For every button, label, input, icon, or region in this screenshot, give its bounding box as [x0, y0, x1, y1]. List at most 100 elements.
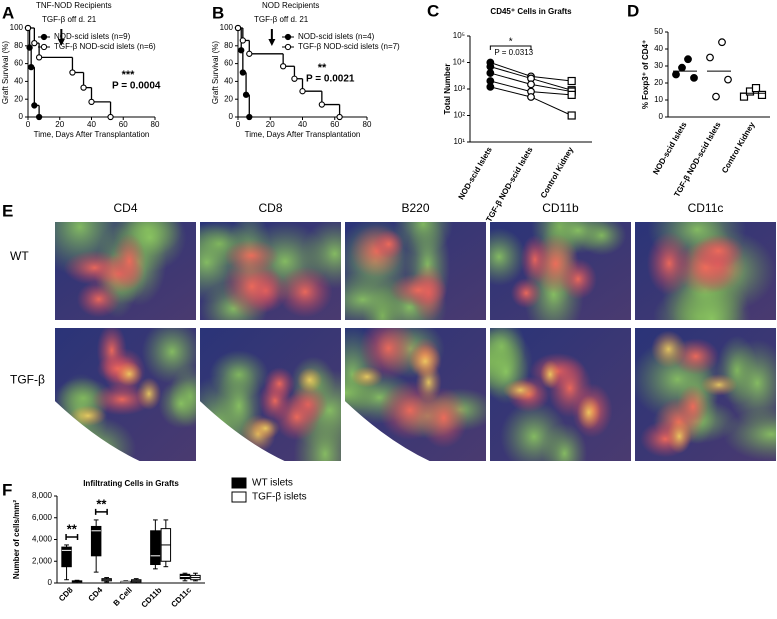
islet-yellow: [297, 367, 323, 393]
marker: [690, 73, 698, 82]
column-label: CD4: [113, 201, 137, 215]
x-tick-label: TGF-β NOD-scid Islets: [484, 145, 535, 223]
marker: [239, 37, 246, 44]
marker: [712, 92, 720, 101]
marker: [757, 90, 767, 100]
y-tick-label: 10⁵: [453, 31, 465, 40]
p-value: P = 0.0021: [306, 74, 355, 85]
legend-label: WT islets: [252, 478, 293, 489]
marker: [107, 113, 114, 121]
y-tick-label: 10¹: [453, 137, 465, 146]
x-tick-label: 20: [266, 120, 275, 129]
micrograph: [200, 222, 341, 320]
marker: [239, 69, 246, 76]
chart-title: TNF-NOD Recipients: [36, 1, 112, 10]
background-corner: [200, 401, 285, 461]
y-tick-label: 80: [14, 41, 23, 50]
islet-red: [112, 233, 147, 290]
marker: [751, 83, 761, 93]
panel-label: E: [2, 201, 13, 220]
x-tick-label: Control Kidney: [720, 120, 757, 175]
annotation: TGF-β off d. 21: [254, 15, 309, 24]
micrograph: [345, 222, 486, 320]
x-tick-label: CD11c: [169, 585, 193, 609]
y-axis-label: % Foxp3⁺ of CD4⁺: [641, 40, 650, 109]
micrograph: [200, 328, 341, 461]
marker: [567, 76, 576, 86]
y-axis-label: Graft Survival (%): [1, 41, 10, 104]
column-label: B220: [401, 201, 429, 215]
y-axis-label: Total Number: [443, 64, 452, 115]
islet-yellow: [115, 361, 143, 387]
marker: [24, 24, 32, 32]
marker: [567, 111, 576, 120]
islet-red: [419, 387, 468, 449]
y-tick-label: 60: [224, 59, 233, 68]
x-tick-label: 40: [87, 120, 96, 129]
tissue-green: [141, 328, 196, 385]
islet-red: [263, 367, 295, 401]
islet-red: [273, 393, 321, 441]
p-value: P = 0.0313: [494, 48, 533, 57]
significance: **: [96, 496, 107, 511]
x-axis-label: Time, Days After Transplantation: [34, 130, 150, 139]
annotation: TGF-β off d. 21: [42, 15, 97, 24]
significance-bracket: [489, 45, 532, 50]
y-tick-label: 100: [10, 23, 24, 32]
tissue-green: [725, 339, 776, 427]
legend-marker: [40, 33, 48, 41]
marker: [246, 113, 253, 121]
significance: **: [67, 521, 78, 536]
y-tick-label: 60: [14, 59, 23, 68]
x-tick-label: 40: [298, 120, 307, 129]
marker: [88, 98, 95, 106]
islet-red: [277, 266, 333, 318]
legend-marker: [40, 43, 48, 51]
marker: [486, 62, 495, 71]
legend-label: TGF-β islets: [252, 492, 307, 503]
micrograph: [635, 328, 776, 461]
marker: [527, 93, 535, 101]
marker: [724, 75, 732, 84]
y-axis-label: Number of cells/mm²: [12, 500, 21, 579]
tissue-green: [158, 378, 196, 429]
x-axis-label: Time, Days After Transplantation: [245, 130, 361, 139]
islet-yellow: [136, 377, 162, 411]
micrograph: [635, 222, 776, 320]
marker: [35, 113, 43, 121]
islet-red: [646, 231, 692, 296]
y-tick-label: 0: [48, 578, 53, 587]
legend-label: NOD-scid islets (n=9): [54, 32, 131, 41]
column-label: CD8: [258, 201, 282, 215]
y-axis-label: Graft Survival (%): [211, 41, 220, 104]
marker: [246, 50, 253, 57]
y-tick-label: 4,000: [32, 535, 53, 544]
marker: [234, 24, 242, 32]
annotation-arrowhead: [268, 39, 276, 46]
x-tick-label: CD11b: [140, 585, 164, 609]
islet-red: [531, 233, 580, 295]
y-tick-label: 50: [654, 27, 663, 36]
y-tick-label: 6,000: [32, 513, 53, 522]
background-corner: [55, 401, 140, 461]
islet-yellow: [540, 359, 561, 389]
marker: [31, 39, 38, 47]
islet-red: [692, 233, 745, 268]
panel-label: D: [627, 1, 639, 20]
islet-red: [510, 277, 542, 309]
y-tick-label: 0: [19, 112, 24, 121]
x-tick-label: CD4: [87, 585, 105, 603]
marker: [486, 69, 495, 77]
x-tick-label: 20: [55, 120, 64, 129]
marker: [80, 84, 87, 91]
islet-yellow: [576, 395, 601, 430]
box: [90, 525, 102, 557]
column-label: CD11c: [688, 201, 724, 215]
row-label: WT: [10, 249, 29, 263]
x-tick-label: CD8: [57, 585, 75, 603]
marker: [336, 113, 343, 121]
y-tick-label: 30: [654, 61, 663, 70]
y-tick-label: 10: [654, 95, 663, 104]
x-tick-label: 60: [330, 120, 339, 129]
